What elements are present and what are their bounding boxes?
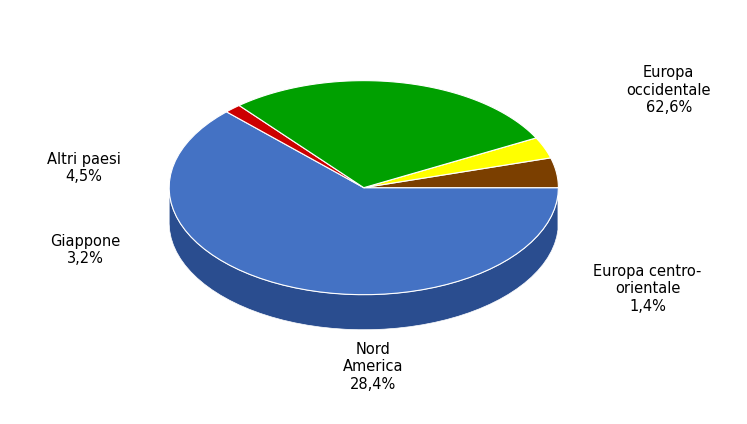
Text: Nord
America
28,4%: Nord America 28,4% (344, 342, 403, 392)
Polygon shape (364, 158, 559, 188)
Text: Giappone
3,2%: Giappone 3,2% (50, 234, 120, 266)
Text: Europa
occidentale
62,6%: Europa occidentale 62,6% (627, 65, 711, 115)
Polygon shape (239, 81, 536, 188)
Polygon shape (169, 189, 558, 330)
Text: Altri paesi
4,5%: Altri paesi 4,5% (46, 152, 120, 184)
Polygon shape (226, 106, 364, 188)
Polygon shape (364, 138, 551, 188)
Polygon shape (169, 112, 559, 295)
Text: Europa centro-
orientale
1,4%: Europa centro- orientale 1,4% (593, 264, 701, 314)
